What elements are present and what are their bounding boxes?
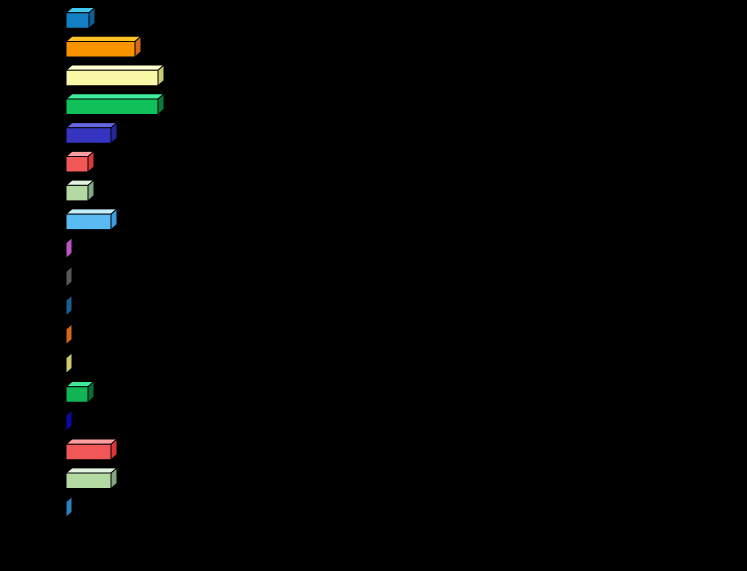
bar-top-face (64, 438, 119, 445)
bar-3d-row-4 (64, 92, 166, 116)
bar-3d-row-9 (65, 236, 73, 260)
bar-3d-row-8 (64, 207, 119, 231)
bar-end-cap (65, 495, 73, 519)
bar-top-face (64, 122, 119, 129)
bar-front-face (65, 156, 89, 173)
bar-3d-row-15 (65, 409, 73, 433)
bar-end-cap (65, 294, 73, 317)
bar-3d-row-7 (64, 179, 96, 202)
bar-end-cap (65, 236, 73, 260)
bar-top-face (64, 467, 119, 474)
bar-3d-row-11 (65, 294, 73, 317)
bar-3d-row-2 (64, 35, 143, 59)
bar-3d-row-13 (65, 351, 73, 375)
bar-front-face (65, 386, 89, 403)
bar-front-face (65, 69, 159, 87)
bar-top-face (64, 35, 143, 42)
bar-top-face (64, 208, 119, 215)
bar-3d-row-3 (64, 63, 166, 87)
bar-front-face (65, 127, 112, 144)
bar-3d-row-18 (65, 495, 73, 519)
bar-front-face (65, 12, 90, 29)
bar-end-cap (65, 322, 73, 346)
bar-3d-row-17 (64, 466, 119, 490)
bar-front-face (65, 98, 159, 116)
bar-3d-row-6 (64, 150, 96, 174)
bar-3d-row-1 (64, 6, 97, 30)
bar-top-face (64, 93, 166, 100)
bar-front-face (65, 40, 136, 58)
bar-3d-row-5 (64, 121, 119, 145)
bar-3d-row-10 (65, 265, 73, 289)
bar-end-cap (65, 409, 73, 433)
bar-front-face (65, 472, 112, 490)
bar-front-face (65, 184, 89, 202)
bar-front-face (65, 443, 112, 461)
bar-3d-row-14 (64, 380, 96, 404)
bar-end-cap (65, 265, 73, 289)
bar-front-face (65, 213, 112, 231)
bar-top-face (64, 64, 166, 71)
bar-3d-row-16 (64, 437, 119, 461)
bar-3d-row-12 (65, 322, 73, 346)
bar-end-cap (65, 351, 73, 375)
